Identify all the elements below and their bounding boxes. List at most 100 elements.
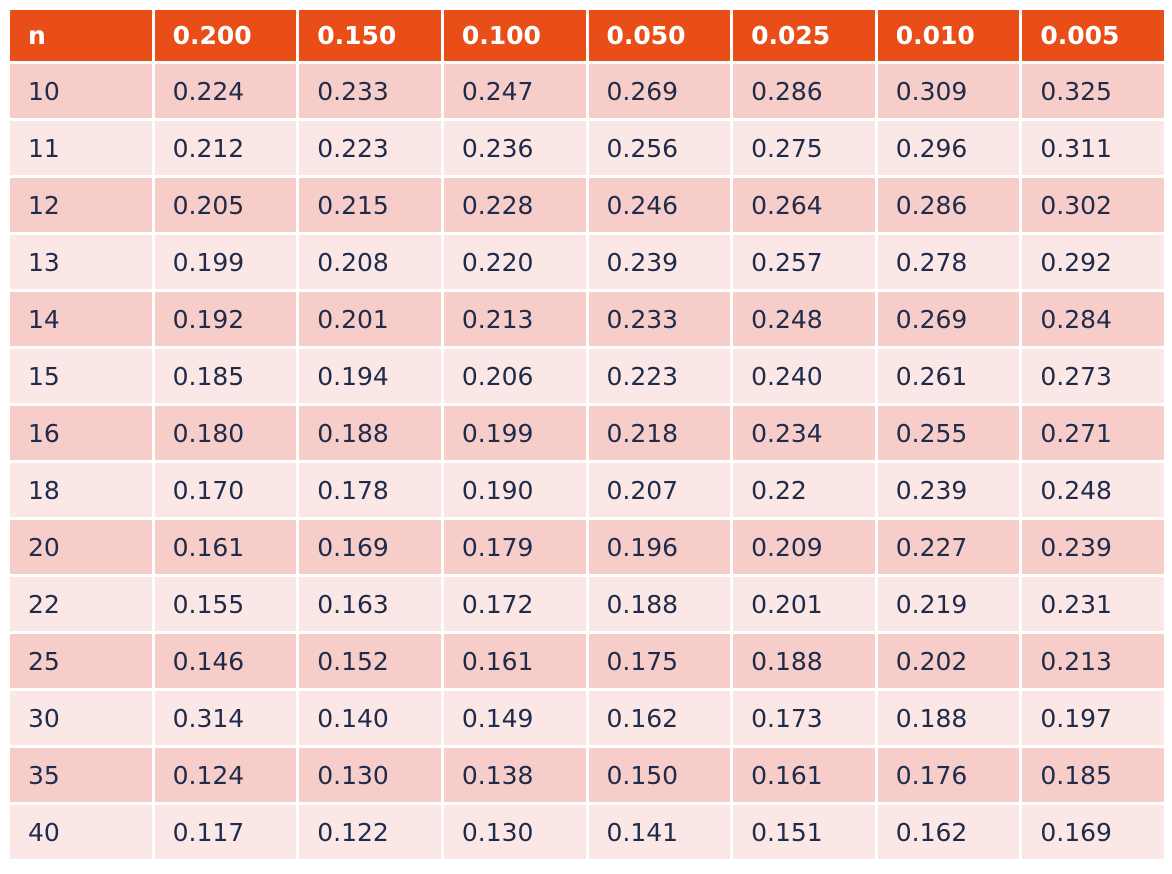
critical-value-cell: 0.239 [877,463,1020,517]
row-n-cell: 12 [10,178,152,232]
row-n-cell: 10 [10,64,152,118]
critical-value-cell: 0.155 [154,577,297,631]
critical-value-cell: 0.162 [588,691,731,745]
critical-value-cell: 0.248 [1022,463,1164,517]
table-row: 14 0.192 0.201 0.213 0.233 0.248 0.269 0.284 [10,292,1164,346]
critical-value-cell: 0.202 [877,634,1020,688]
critical-value-cell: 0.218 [588,406,731,460]
critical-value-cell: 0.175 [588,634,731,688]
table-row: 18 0.170 0.178 0.190 0.207 0.22 0.239 0.248 [10,463,1164,517]
critical-value-cell: 0.152 [299,634,441,688]
critical-value-cell: 0.212 [154,121,297,175]
critical-value-cell: 0.194 [299,349,441,403]
table-row: 15 0.185 0.194 0.206 0.223 0.240 0.261 0.273 [10,349,1164,403]
table-row: 13 0.199 0.208 0.220 0.239 0.257 0.278 0.292 [10,235,1164,289]
critical-value-cell: 0.257 [733,235,875,289]
row-n-cell: 40 [10,805,152,859]
critical-value-cell: 0.178 [299,463,441,517]
critical-value-cell: 0.239 [588,235,731,289]
critical-value-cell: 0.146 [154,634,297,688]
critical-value-cell: 0.286 [877,178,1020,232]
row-n-cell: 35 [10,748,152,802]
critical-value-cell: 0.223 [588,349,731,403]
critical-value-cell: 0.199 [154,235,297,289]
critical-value-cell: 0.246 [588,178,731,232]
critical-value-cell: 0.209 [733,520,875,574]
critical-value-cell: 0.302 [1022,178,1164,232]
critical-value-cell: 0.179 [443,520,586,574]
critical-value-cell: 0.140 [299,691,441,745]
table-header: n 0.200 0.150 0.100 0.050 0.025 0.010 0.… [10,10,1164,61]
row-n-cell: 25 [10,634,152,688]
critical-value-cell: 0.239 [1022,520,1164,574]
header-cell-alpha-0.150: 0.150 [299,10,441,61]
critical-value-cell: 0.206 [443,349,586,403]
critical-value-cell: 0.162 [877,805,1020,859]
critical-value-cell: 0.228 [443,178,586,232]
critical-value-cell: 0.255 [877,406,1020,460]
critical-value-cell: 0.325 [1022,64,1164,118]
critical-value-cell: 0.185 [1022,748,1164,802]
critical-value-cell: 0.233 [299,64,441,118]
critical-value-cell: 0.161 [733,748,875,802]
table-row: 35 0.124 0.130 0.138 0.150 0.161 0.176 0.185 [10,748,1164,802]
table-body: 10 0.224 0.233 0.247 0.269 0.286 0.309 0.325 11 0… [10,64,1164,859]
row-n-cell: 11 [10,121,152,175]
table-row: 10 0.224 0.233 0.247 0.269 0.286 0.309 0.325 [10,64,1164,118]
critical-value-cell: 0.161 [154,520,297,574]
critical-value-cell: 0.207 [588,463,731,517]
critical-value-cell: 0.233 [588,292,731,346]
table-row: 25 0.146 0.152 0.161 0.175 0.188 0.202 0.213 [10,634,1164,688]
critical-value-cell: 0.208 [299,235,441,289]
header-cell-alpha-0.005: 0.005 [1022,10,1164,61]
critical-value-cell: 0.130 [443,805,586,859]
table-row: 11 0.212 0.223 0.236 0.256 0.275 0.296 0.311 [10,121,1164,175]
critical-value-cell: 0.213 [443,292,586,346]
critical-value-cell: 0.220 [443,235,586,289]
header-cell-alpha-0.200: 0.200 [154,10,297,61]
critical-value-cell: 0.292 [1022,235,1164,289]
critical-value-cell: 0.151 [733,805,875,859]
critical-value-cell: 0.190 [443,463,586,517]
critical-value-cell: 0.117 [154,805,297,859]
critical-value-cell: 0.240 [733,349,875,403]
header-cell-alpha-0.010: 0.010 [877,10,1020,61]
critical-values-table-container: n 0.200 0.150 0.100 0.050 0.025 0.010 0.… [10,10,1164,859]
critical-value-cell: 0.314 [154,691,297,745]
critical-value-cell: 0.219 [877,577,1020,631]
row-n-cell: 16 [10,406,152,460]
critical-value-cell: 0.169 [299,520,441,574]
critical-value-cell: 0.205 [154,178,297,232]
critical-value-cell: 0.231 [1022,577,1164,631]
critical-value-cell: 0.172 [443,577,586,631]
row-n-cell: 30 [10,691,152,745]
header-cell-alpha-0.050: 0.050 [588,10,731,61]
critical-value-cell: 0.278 [877,235,1020,289]
table-row: 30 0.314 0.140 0.149 0.162 0.173 0.188 0.197 [10,691,1164,745]
critical-value-cell: 0.201 [299,292,441,346]
critical-value-cell: 0.197 [1022,691,1164,745]
row-n-cell: 20 [10,520,152,574]
critical-value-cell: 0.185 [154,349,297,403]
critical-value-cell: 0.296 [877,121,1020,175]
critical-value-cell: 0.176 [877,748,1020,802]
table-row: 22 0.155 0.163 0.172 0.188 0.201 0.219 0.231 [10,577,1164,631]
critical-value-cell: 0.271 [1022,406,1164,460]
critical-value-cell: 0.169 [1022,805,1164,859]
critical-value-cell: 0.224 [154,64,297,118]
critical-values-table: n 0.200 0.150 0.100 0.050 0.025 0.010 0.… [7,7,1167,862]
table-row: 20 0.161 0.169 0.179 0.196 0.209 0.227 0.239 [10,520,1164,574]
critical-value-cell: 0.213 [1022,634,1164,688]
critical-value-cell: 0.161 [443,634,586,688]
critical-value-cell: 0.149 [443,691,586,745]
critical-value-cell: 0.286 [733,64,875,118]
critical-value-cell: 0.264 [733,178,875,232]
critical-value-cell: 0.269 [588,64,731,118]
critical-value-cell: 0.309 [877,64,1020,118]
table-row: 12 0.205 0.215 0.228 0.246 0.264 0.286 0.302 [10,178,1164,232]
critical-value-cell: 0.234 [733,406,875,460]
critical-value-cell: 0.180 [154,406,297,460]
header-cell-alpha-0.100: 0.100 [443,10,586,61]
row-n-cell: 22 [10,577,152,631]
critical-value-cell: 0.188 [588,577,731,631]
